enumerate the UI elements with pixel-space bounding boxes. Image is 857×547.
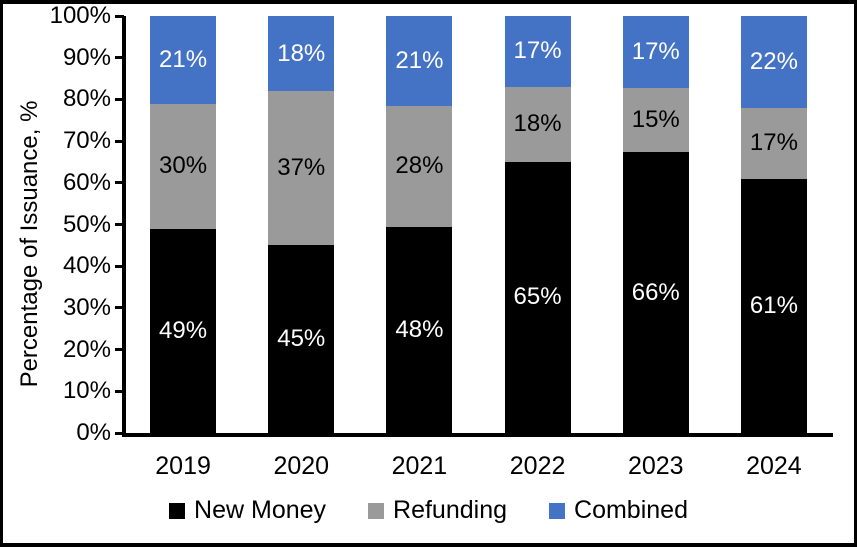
bar-data-label: 18% [277,39,326,67]
y-axis-title: Percentage of Issuance, % [16,100,43,388]
y-tick-mark [115,56,124,60]
bar-segment-refunding: 37% [268,91,335,246]
bar-data-label: 65% [513,283,562,311]
bar-segment-new-money: 61% [740,178,807,433]
x-axis-line [122,433,833,437]
y-tick-mark [115,389,124,393]
x-axis-category-label: 2020 [273,452,330,480]
bar-data-label: 45% [277,325,326,353]
legend-label: Combined [574,496,688,524]
x-axis-category-label: 2022 [509,452,566,480]
y-tick-label: 50% [62,210,111,238]
legend-item-combined: Combined [549,496,688,525]
legend-label: Refunding [393,496,508,524]
y-axis-line [122,16,126,437]
x-axis-category-label: 2024 [746,452,802,480]
y-tick-mark [115,348,124,352]
bar-data-label: 18% [513,110,562,138]
y-tick-label: 30% [62,293,111,321]
bar-segment-combined: 22% [740,16,807,108]
y-tick-mark [115,139,124,143]
y-tick-mark [115,306,124,310]
legend-item-refunding: Refunding [368,496,507,525]
bar-segment-refunding: 18% [504,86,571,162]
bar-data-label: 66% [631,278,680,306]
bar-segment-combined: 17% [504,16,571,87]
bar-segment-new-money: 45% [268,245,335,433]
legend-label: New Money [194,496,327,524]
x-axis-category-label: 2019 [155,452,211,480]
y-tick-mark [115,181,124,185]
bar-data-label: 21% [159,45,208,73]
bar-segment-combined: 21% [150,16,217,104]
y-tick-mark [115,14,124,18]
y-tick-mark [115,97,124,101]
bar-segment-refunding: 28% [386,106,453,227]
legend-swatch-icon [368,502,385,519]
bar-data-label: 17% [513,37,562,65]
y-tick-label: 100% [49,2,111,29]
bar-segment-refunding: 17% [740,107,807,179]
y-tick-label: 0% [76,419,111,446]
bar-data-label: 22% [749,47,798,75]
bar-data-label: 17% [749,129,798,157]
legend-swatch-icon [169,502,186,519]
bar-segment-new-money: 48% [386,226,453,433]
bar-data-label: 15% [631,106,680,134]
bar-segment-new-money: 65% [504,161,571,433]
y-tick-mark [115,223,124,226]
bar-segment-combined: 18% [268,16,335,92]
bar-segment-refunding: 15% [622,88,689,153]
legend-item-new-money: New Money [169,496,326,525]
bar-segment-combined: 17% [622,16,689,89]
y-tick-label: 70% [62,127,111,155]
bar-data-label: 49% [159,316,208,344]
y-tick-mark [115,264,124,268]
bar-data-label: 61% [749,291,798,319]
plot-area: Percentage of Issuance, % 0% 10% 20% 30% 40%… [3,4,854,543]
bar-data-label: 17% [631,38,680,66]
bar-segment-new-money: 49% [150,228,217,433]
y-tick-label: 60% [62,168,111,196]
bar-data-label: 30% [159,152,208,180]
bar-data-label: 48% [395,315,444,343]
bar-data-label: 37% [277,154,326,182]
y-tick-mark [115,431,124,435]
y-tick-label: 20% [62,335,111,363]
legend-swatch-icon [549,502,566,519]
bar-segment-combined: 21% [386,16,453,107]
x-axis-category-label: 2023 [627,452,684,480]
bar-data-label: 28% [395,152,444,180]
y-tick-label: 10% [62,377,111,405]
bar-segment-new-money: 66% [622,152,689,433]
legend: New Money Refunding Combined [3,496,854,525]
y-tick-label: 80% [62,85,111,113]
x-axis-category-label: 2021 [391,452,448,480]
y-tick-label: 90% [62,43,111,71]
y-tick-label: 40% [62,252,111,280]
bar-data-label: 21% [395,47,444,75]
bar-segment-refunding: 30% [150,103,217,229]
